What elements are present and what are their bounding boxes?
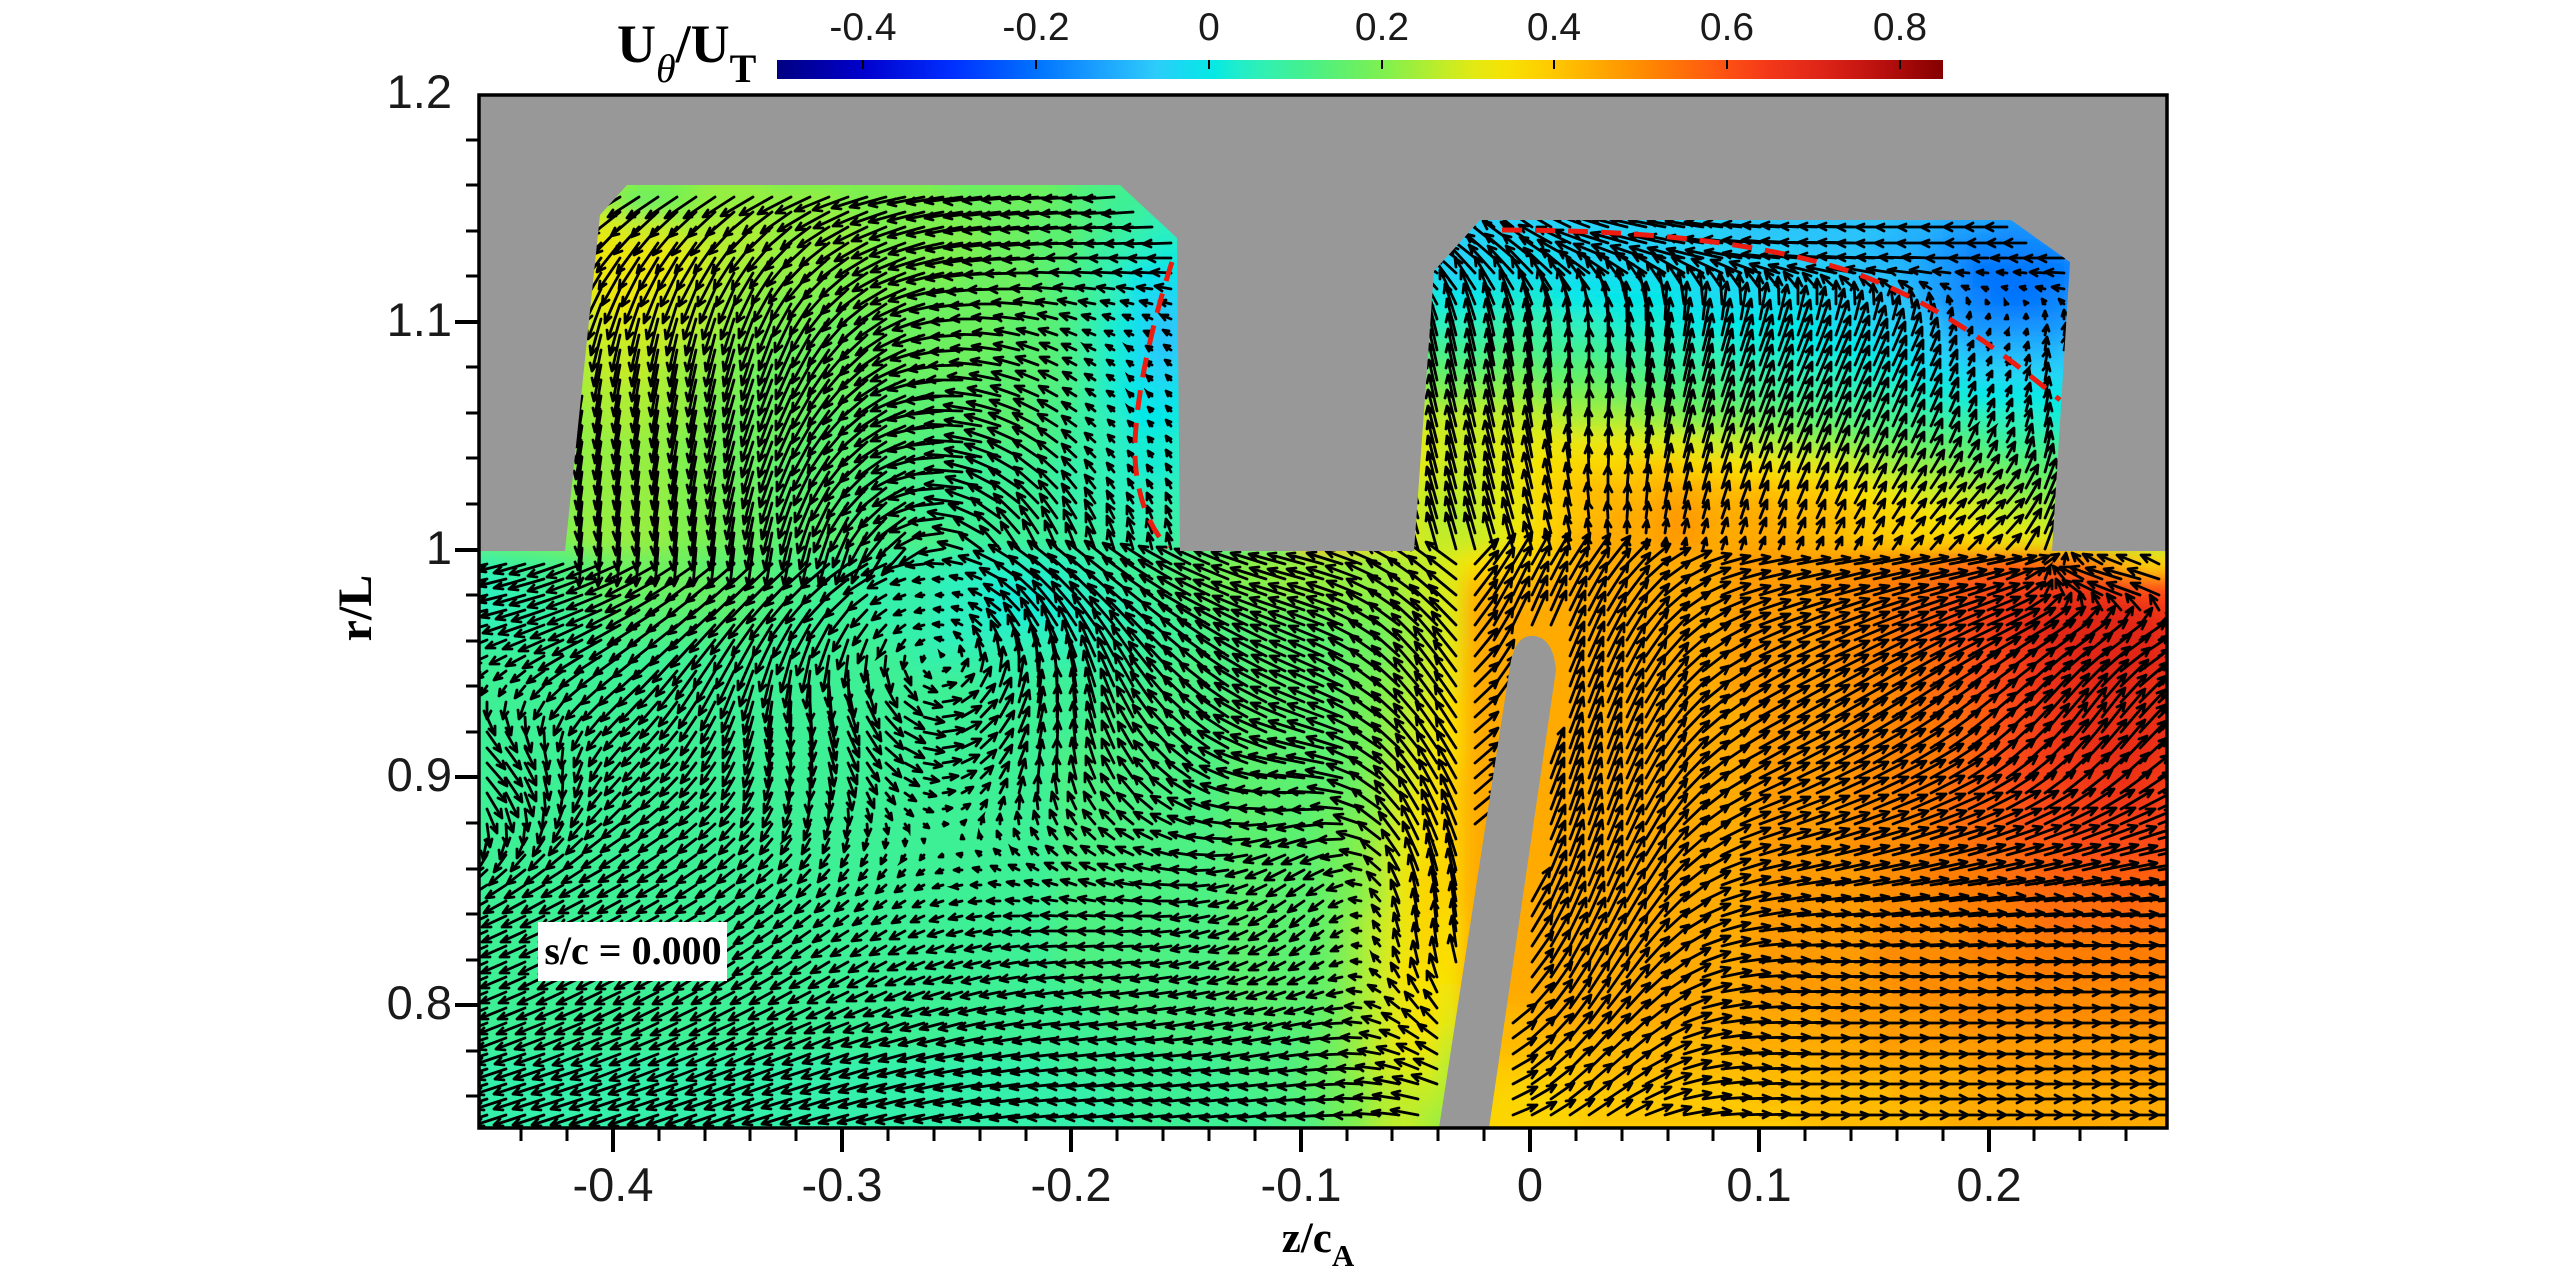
svg-text:0: 0: [1198, 6, 1220, 49]
svg-text:-0.1: -0.1: [1261, 1158, 1342, 1211]
svg-text:-0.2: -0.2: [1002, 6, 1069, 49]
svg-text:0.2: 0.2: [1355, 6, 1409, 49]
svg-text:0.2: 0.2: [1956, 1158, 2021, 1211]
svg-text:0.9: 0.9: [387, 748, 452, 801]
svg-text:0.6: 0.6: [1700, 6, 1754, 49]
svg-text:-0.2: -0.2: [1031, 1158, 1112, 1211]
svg-text:0.8: 0.8: [1873, 6, 1927, 49]
svg-text:0: 0: [1517, 1158, 1543, 1211]
svg-text:r/L: r/L: [329, 575, 382, 642]
svg-text:0.4: 0.4: [1527, 6, 1581, 49]
svg-text:-0.3: -0.3: [802, 1158, 883, 1211]
svg-text:-0.4: -0.4: [829, 6, 896, 49]
svg-text:0.1: 0.1: [1726, 1158, 1791, 1211]
svg-text:s/c = 0.000: s/c = 0.000: [544, 928, 721, 973]
svg-text:1.1: 1.1: [387, 293, 452, 346]
svg-text:1.2: 1.2: [387, 65, 452, 118]
svg-text:0.8: 0.8: [387, 976, 452, 1029]
svg-text:-0.4: -0.4: [573, 1158, 654, 1211]
svg-text:1: 1: [426, 521, 452, 574]
